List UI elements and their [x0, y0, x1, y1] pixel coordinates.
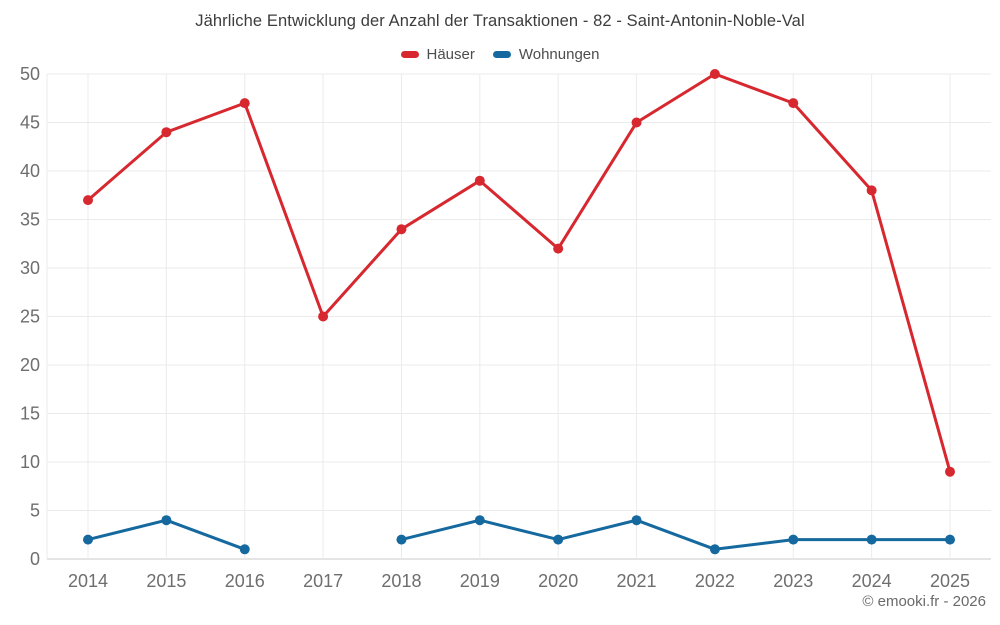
x-tick-label: 2015 [146, 571, 186, 591]
data-point-h-user-2017[interactable] [318, 311, 329, 322]
data-point-h-user-2015[interactable] [161, 127, 172, 138]
x-tick-label: 2021 [617, 571, 657, 591]
data-point-h-user-2024[interactable] [866, 185, 877, 196]
chart-title: Jährliche Entwicklung der Anzahl der Tra… [195, 12, 805, 30]
legend-item-haeuser[interactable]: Häuser [400, 46, 475, 63]
x-tick-label: 2020 [538, 571, 578, 591]
y-tick-label: 30 [20, 258, 40, 278]
watermark: © emooki.fr - 2026 [862, 593, 986, 610]
data-point-wohnungen-2019[interactable] [474, 515, 485, 526]
data-point-wohnungen-2023[interactable] [788, 534, 799, 545]
data-point-wohnungen-2015[interactable] [161, 515, 172, 526]
data-point-h-user-2019[interactable] [474, 175, 485, 186]
data-point-wohnungen-2016[interactable] [239, 544, 250, 555]
x-tick-label: 2019 [460, 571, 500, 591]
data-point-wohnungen-2014[interactable] [83, 534, 93, 545]
legend-swatch-wohnungen [492, 51, 511, 58]
data-point-h-user-2021[interactable] [631, 117, 642, 128]
y-tick-label: 50 [20, 64, 40, 84]
y-tick-label: 35 [20, 210, 40, 230]
series-line-wohnungen [399, 518, 952, 551]
data-point-h-user-2014[interactable] [83, 195, 93, 206]
legend-label-haeuser: Häuser [426, 46, 475, 63]
data-point-wohnungen-2024[interactable] [866, 534, 877, 545]
x-tick-label: 2024 [852, 571, 892, 591]
data-point-wohnungen-2025[interactable] [945, 534, 955, 545]
x-tick-label: 2023 [773, 571, 813, 591]
y-tick-label: 0 [30, 549, 40, 569]
data-point-h-user-2016[interactable] [239, 98, 250, 109]
x-tick-label: 2018 [381, 571, 421, 591]
y-tick-label: 10 [20, 452, 40, 472]
x-tick-label: 2016 [225, 571, 265, 591]
data-point-h-user-2022[interactable] [709, 69, 720, 79]
data-point-h-user-2025[interactable] [945, 466, 955, 477]
x-tick-label: 2022 [695, 571, 735, 591]
data-point-wohnungen-2020[interactable] [553, 534, 564, 545]
x-tick-label: 2014 [68, 571, 108, 591]
y-tick-label: 15 [20, 404, 40, 424]
data-point-h-user-2018[interactable] [396, 224, 407, 235]
y-tick-label: 5 [30, 501, 40, 521]
y-tick-label: 25 [20, 307, 40, 327]
data-point-wohnungen-2018[interactable] [396, 534, 407, 545]
data-point-wohnungen-2021[interactable] [631, 515, 642, 526]
x-tick-label: 2025 [930, 571, 970, 591]
legend-swatch-haeuser [400, 51, 419, 58]
legend: Häuser Wohnungen [0, 46, 1000, 63]
legend-label-wohnungen: Wohnungen [518, 46, 600, 63]
y-tick-label: 40 [20, 161, 40, 181]
data-point-h-user-2020[interactable] [553, 243, 564, 254]
series-line-h-user [86, 72, 952, 474]
y-tick-label: 20 [20, 355, 40, 375]
legend-item-wohnungen[interactable]: Wohnungen [492, 46, 600, 63]
data-point-wohnungen-2022[interactable] [709, 544, 720, 555]
x-tick-label: 2017 [303, 571, 343, 591]
data-point-h-user-2023[interactable] [788, 98, 799, 109]
y-tick-label: 45 [20, 113, 40, 133]
